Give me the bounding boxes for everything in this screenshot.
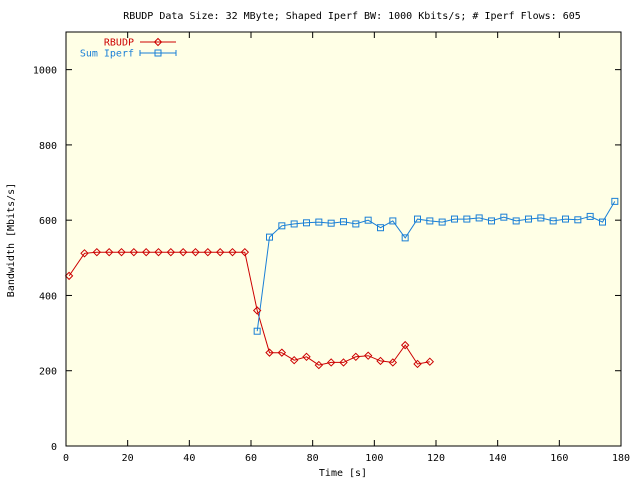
sum-iperf-data-point bbox=[451, 215, 458, 223]
sum-iperf-data-point bbox=[315, 218, 323, 226]
legend-label-rbudp: RBUDP bbox=[104, 38, 134, 49]
rbudp-data-point bbox=[240, 247, 250, 257]
rbudp-data-point bbox=[178, 247, 188, 257]
x-tick-label: 180 bbox=[612, 453, 630, 464]
rbudp-data-point bbox=[388, 358, 398, 367]
rbudp-data-point bbox=[80, 249, 89, 258]
sum-iperf-data-point bbox=[253, 327, 261, 335]
rbudp-data-point bbox=[228, 247, 237, 257]
sum-iperf-data-point bbox=[599, 218, 606, 226]
rbudp-data-point bbox=[339, 358, 348, 367]
sum-iperf-data-point bbox=[340, 218, 347, 226]
sum-iperf-series-line bbox=[256, 201, 616, 332]
x-tick-label: 60 bbox=[245, 453, 257, 464]
sum-iperf-data-point bbox=[352, 220, 360, 228]
rbudp-data-point bbox=[363, 351, 373, 360]
rbudp-data-point bbox=[326, 358, 336, 367]
sum-iperf-data-point bbox=[562, 215, 569, 223]
legend-marker-sum-iperf bbox=[154, 49, 162, 57]
rbudp-data-point bbox=[425, 357, 435, 366]
y-tick-label: 1000 bbox=[33, 66, 57, 77]
plot-frame bbox=[65, 31, 622, 447]
rbudp-data-point bbox=[203, 247, 213, 257]
series-markers bbox=[64, 197, 619, 370]
y-tick-label: 0 bbox=[51, 442, 57, 453]
legend-marker-rbudp bbox=[153, 37, 163, 47]
rbudp-data-point bbox=[289, 355, 299, 365]
x-tick-label: 20 bbox=[122, 453, 134, 464]
rbudp-data-point bbox=[277, 348, 287, 357]
sum-iperf-data-point bbox=[290, 220, 298, 228]
plot-area bbox=[66, 32, 621, 446]
sum-iperf-data-point bbox=[512, 217, 520, 225]
sum-iperf-data-point bbox=[414, 215, 421, 223]
chart-title: RBUDP Data Size: 32 MByte; Shaped Iperf … bbox=[123, 11, 581, 22]
y-tick-label: 400 bbox=[39, 291, 57, 302]
sum-iperf-data-point bbox=[525, 215, 532, 223]
rbudp-data-point bbox=[129, 247, 139, 257]
sum-iperf-data-point bbox=[549, 217, 557, 225]
rbudp-data-point bbox=[252, 306, 262, 315]
rbudp-data-point bbox=[314, 360, 324, 370]
y-tick-label: 800 bbox=[39, 141, 57, 152]
rbudp-data-point bbox=[413, 359, 422, 369]
rbudp-data-point bbox=[302, 352, 311, 362]
y-tick-label: 600 bbox=[39, 216, 57, 227]
sum-iperf-data-point bbox=[463, 215, 471, 223]
sum-iperf-data-point bbox=[426, 217, 434, 225]
rbudp-data-point bbox=[265, 348, 274, 357]
x-tick-label: 0 bbox=[63, 453, 69, 464]
x-tick-label: 160 bbox=[550, 453, 568, 464]
x-tick-label: 40 bbox=[183, 453, 195, 464]
y-axis-label: Bandwidth [Mbits/s] bbox=[6, 183, 17, 297]
sum-iperf-data-point bbox=[266, 233, 273, 241]
sum-iperf-data-point bbox=[278, 222, 286, 230]
y-tick-label: 200 bbox=[39, 367, 57, 378]
sum-iperf-data-point bbox=[327, 219, 335, 227]
rbudp-data-point bbox=[215, 247, 225, 257]
rbudp-data-point bbox=[141, 247, 151, 257]
rbudp-data-point bbox=[376, 356, 385, 366]
x-tick-label: 140 bbox=[489, 453, 507, 464]
sum-iperf-data-point bbox=[574, 216, 582, 224]
rbudp-data-point bbox=[117, 247, 126, 257]
rbudp-data-point bbox=[351, 352, 361, 362]
rbudp-data-point bbox=[92, 247, 102, 257]
rbudp-data-point bbox=[191, 247, 200, 257]
sum-iperf-data-point bbox=[488, 217, 495, 225]
sum-iperf-data-point bbox=[537, 214, 545, 222]
sum-iperf-data-point bbox=[389, 217, 397, 225]
x-tick-label: 120 bbox=[427, 453, 445, 464]
rbudp-data-point bbox=[104, 247, 114, 257]
x-axis-label: Time [s] bbox=[319, 468, 367, 479]
sum-iperf-data-point bbox=[303, 219, 310, 227]
sum-iperf-data-point bbox=[364, 216, 372, 224]
rbudp-data-point bbox=[166, 247, 176, 257]
x-tick-label: 80 bbox=[307, 453, 319, 464]
rbudp-data-point bbox=[400, 340, 410, 350]
legend-label-sum-iperf: Sum Iperf bbox=[80, 49, 134, 60]
sum-iperf-data-point bbox=[611, 197, 619, 205]
sum-iperf-data-point bbox=[500, 213, 508, 221]
rbudp-data-point bbox=[154, 247, 163, 257]
sum-iperf-data-point bbox=[377, 224, 384, 232]
sum-iperf-data-point bbox=[475, 214, 483, 222]
sum-iperf-data-point bbox=[401, 234, 409, 242]
x-tick-label: 100 bbox=[365, 453, 383, 464]
sum-iperf-data-point bbox=[586, 212, 594, 220]
rbudp-data-point bbox=[64, 271, 74, 281]
sum-iperf-data-point bbox=[438, 218, 446, 226]
